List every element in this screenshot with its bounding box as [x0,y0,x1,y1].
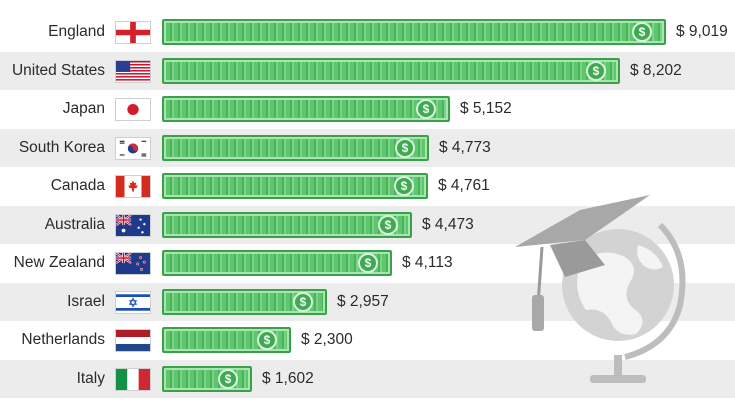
dollar-coin-icon: $ [416,99,436,119]
category-label: Canada [50,177,105,194]
category-label: United States [11,62,105,79]
category-label: Netherlands [21,331,105,348]
data-label: $ 8,202 [630,62,682,79]
dollar-coin-icon: $ [378,215,398,235]
japan-flag-icon [115,98,151,121]
bar: $ [162,135,429,161]
bar: $ [162,250,392,276]
data-label: $ 1,602 [262,370,314,387]
dollar-coin-icon: $ [293,292,313,312]
dollar-coin-icon: $ [395,138,415,158]
chart-row: New Zealand $ $ 4,113 [0,244,735,282]
data-label: $ 2,957 [337,293,389,310]
dollar-coin-icon: $ [586,61,606,81]
data-label: $ 5,152 [460,100,512,117]
bar: $ [162,173,428,199]
chart-row: Japan $ $ 5,152 [0,90,735,128]
category-label: Israel [67,293,105,310]
chart-row: Canada $ $ 4,761 [0,167,735,205]
south-korea-flag-icon [115,137,151,160]
dollar-coin-icon: $ [218,369,238,389]
england-flag-icon [115,21,151,44]
bar: $ [162,289,327,315]
bar: $ [162,19,666,45]
graduation-cap-icon [515,195,650,331]
category-label: Italy [76,370,105,387]
dollar-coin-icon: $ [257,330,277,350]
australia-flag-icon [115,214,151,237]
bar: $ [162,58,620,84]
usa-flag-icon [115,60,151,83]
canada-flag-icon [115,175,151,198]
data-label: $ 4,113 [402,254,453,271]
category-label: New Zealand [13,254,105,271]
chart-row: United States $ $ 8,202 [0,52,735,90]
dollar-coin-icon: $ [632,22,652,42]
category-label: South Korea [18,139,105,156]
bar: $ [162,327,291,353]
data-label: $ 4,473 [422,216,474,233]
dollar-coin-icon: $ [394,176,414,196]
chart-row: South Korea $ $ 4,773 [0,129,735,167]
category-label: England [48,23,105,40]
data-label: $ 9,019 [676,23,728,40]
chart-row: England $ $ 9,019 [0,13,735,51]
chart-row: Netherlands $ $ 2,300 [0,321,735,359]
italy-flag-icon [115,368,151,391]
data-label: $ 4,773 [439,139,491,156]
category-label: Australia [44,216,105,233]
bar: $ [162,366,252,392]
israel-flag-icon [115,291,151,314]
data-label: $ 4,761 [438,177,490,194]
netherlands-flag-icon [115,329,151,352]
dollar-coin-icon: $ [358,253,378,273]
graduation-globe-illustration [515,195,686,383]
bar: $ [162,96,450,122]
category-label: Japan [62,100,105,117]
new-zealand-flag-icon [115,252,151,275]
data-label: $ 2,300 [301,331,353,348]
bar: $ [162,212,412,238]
